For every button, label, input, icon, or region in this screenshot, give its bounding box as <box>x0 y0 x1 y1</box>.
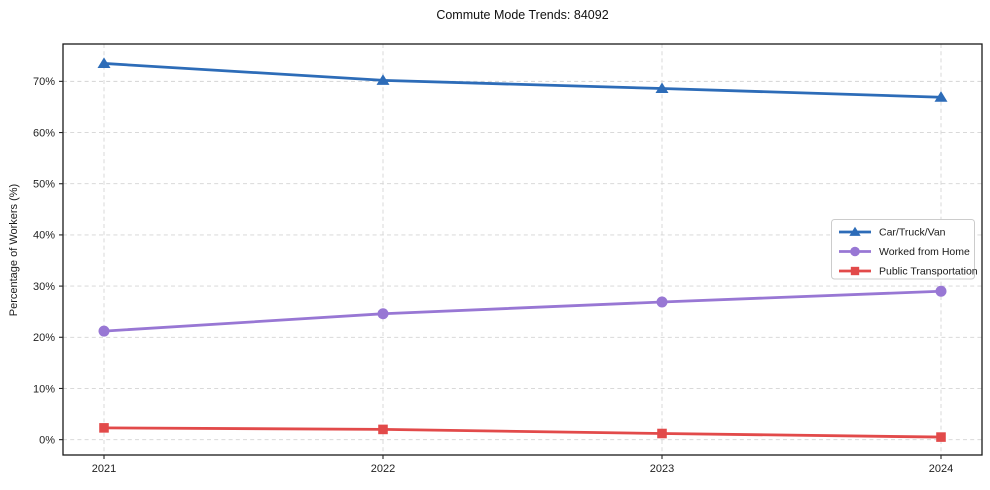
x-tick-label: 2021 <box>92 463 116 475</box>
legend-label: Worked from Home <box>879 246 970 258</box>
square-marker <box>657 428 667 439</box>
legend-entry: Worked from Home <box>839 246 970 258</box>
triangle-marker <box>655 82 669 94</box>
triangle-marker <box>376 74 390 85</box>
legend: Car/Truck/Van Worked from Home Public Tran… <box>831 219 978 280</box>
y-tick-label: 70% <box>33 76 55 88</box>
legend-label: Car/Truck/Van <box>879 227 946 239</box>
square-marker <box>99 423 109 433</box>
legend-entry: Car/Truck/Van <box>839 227 946 239</box>
triangle-marker <box>97 57 111 68</box>
circle-marker <box>935 285 947 297</box>
plot-area-frame <box>62 43 983 456</box>
circle-marker <box>656 296 668 308</box>
y-tick-label: 30% <box>33 281 55 293</box>
circle-marker <box>98 325 110 337</box>
triangle-marker <box>849 226 861 236</box>
circle-marker <box>850 246 860 257</box>
series-car-truck-van <box>97 57 948 102</box>
x-tick-label: 2024 <box>929 463 953 475</box>
series-line <box>103 62 942 99</box>
y-tick-label: 40% <box>33 230 55 242</box>
x-tick-label: 2023 <box>650 463 674 475</box>
legend-entry: Public Transportation <box>839 266 978 278</box>
x-tick-label: 2022 <box>371 463 395 475</box>
circle-marker <box>377 308 389 320</box>
y-tick-label: 50% <box>33 179 55 191</box>
series-public-transportation <box>99 423 946 442</box>
chart-title: Commute Mode Trends: 84092 <box>436 8 609 22</box>
y-tick-label: 20% <box>33 332 55 344</box>
series-worked-from-home <box>98 285 947 337</box>
square-marker <box>936 432 946 442</box>
triangle-marker <box>934 91 948 102</box>
y-tick-label: 10% <box>33 383 55 395</box>
series-line <box>103 426 942 439</box>
square-marker <box>850 266 860 276</box>
y-tick-label: 0% <box>39 434 55 446</box>
square-marker <box>378 424 388 435</box>
series-line <box>103 289 942 333</box>
y-axis-label: Percentage of Workers (%) <box>8 183 20 317</box>
y-tick-label: 60% <box>33 127 55 139</box>
legend-box <box>831 219 975 280</box>
legend-label: Public Transportation <box>879 266 978 278</box>
